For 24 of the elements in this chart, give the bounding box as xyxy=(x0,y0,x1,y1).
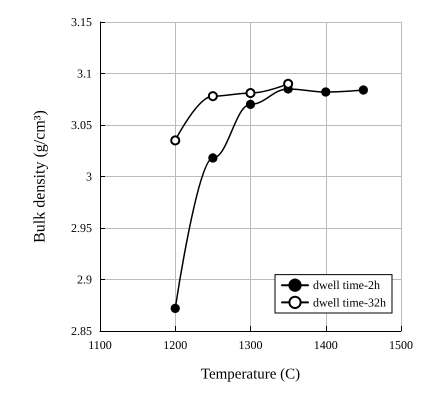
x-tick-label: 1100 xyxy=(88,338,112,352)
y-tick-label: 2.9 xyxy=(77,272,92,286)
y-tick-label: 2.95 xyxy=(71,221,92,235)
point xyxy=(208,91,218,102)
point xyxy=(246,100,256,109)
y-tick-label: 3.1 xyxy=(77,66,92,80)
point xyxy=(358,85,368,95)
y-tick-label: 3 xyxy=(86,170,92,184)
y-tick-label: 3.05 xyxy=(71,118,92,132)
point xyxy=(170,135,180,146)
legend-label: dwell time-2h xyxy=(313,278,380,292)
y-axis-title: Bulk density (g/cm³) xyxy=(32,110,48,243)
x-tick-label: 1300 xyxy=(238,338,262,352)
y-tick-label: 3.15 xyxy=(71,15,92,29)
x-tick-label: 1200 xyxy=(163,338,188,352)
x-axis-title: Temperature (C) xyxy=(200,366,300,382)
point xyxy=(246,88,256,98)
point xyxy=(208,153,218,163)
point xyxy=(321,87,330,97)
x-tick-label: 1400 xyxy=(314,338,338,352)
legend-label: dwell time-32h xyxy=(313,295,386,310)
x-tick-label: 1500 xyxy=(389,338,413,352)
y-tick-label: 2.85 xyxy=(71,324,92,338)
point xyxy=(170,304,180,313)
